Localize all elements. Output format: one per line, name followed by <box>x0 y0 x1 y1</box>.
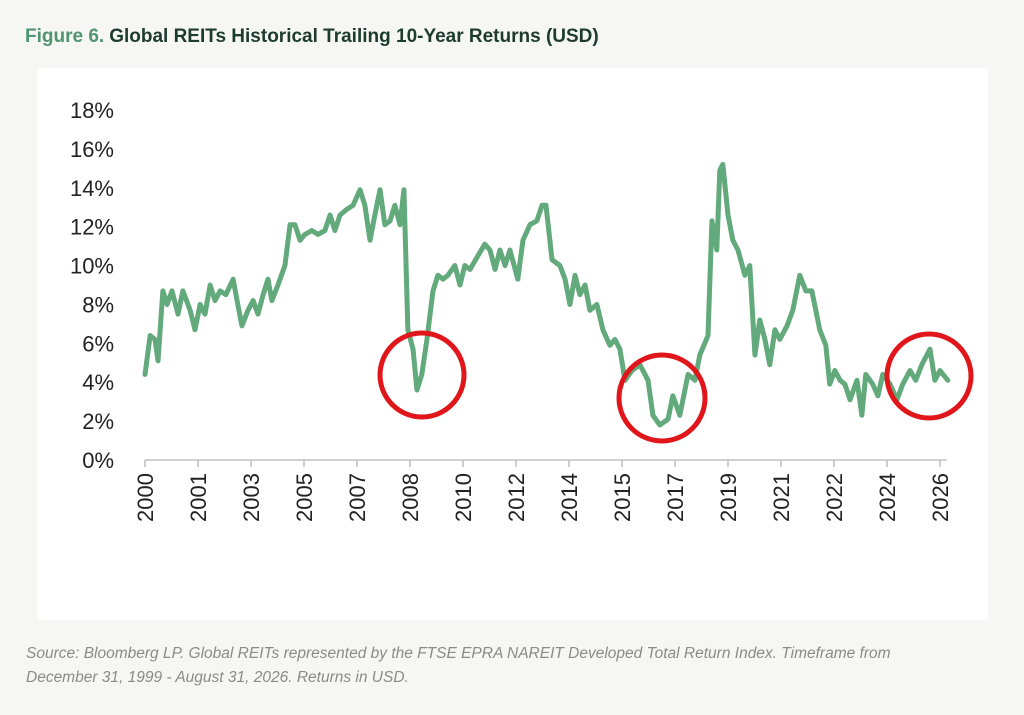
y-tick-label: 4% <box>82 370 114 395</box>
x-tick-label: 2003 <box>239 473 264 522</box>
chart-title: Figure 6. Global REITs Historical Trailin… <box>25 26 599 48</box>
x-tick-label: 2001 <box>186 473 211 522</box>
x-tick-label: 2021 <box>769 473 794 522</box>
x-tick-label: 2008 <box>398 473 423 522</box>
source-note: Source: Bloomberg LP. Global REITs repre… <box>26 645 891 686</box>
y-tick-label: 8% <box>82 292 114 317</box>
highlight-circle <box>377 330 467 420</box>
y-tick-label: 0% <box>82 448 114 473</box>
y-tick-label: 14% <box>70 176 114 201</box>
y-tick-label: 10% <box>70 254 114 279</box>
x-tick-label: 2012 <box>504 473 529 522</box>
y-tick-label: 2% <box>82 409 114 434</box>
x-tick-label: 2022 <box>822 473 847 522</box>
highlight-circle <box>884 331 974 421</box>
x-tick-label: 2014 <box>557 473 582 522</box>
chart-panel <box>37 68 988 620</box>
figure-label: Figure 6. <box>25 26 105 47</box>
x-tick-label: 2015 <box>610 473 635 522</box>
x-tick-label: 2010 <box>451 473 476 522</box>
x-tick-label: 2024 <box>875 473 900 522</box>
y-tick-label: 12% <box>70 215 114 240</box>
x-tick-label: 2019 <box>716 473 741 522</box>
return-line <box>142 161 951 428</box>
x-tick-label: 2000 <box>133 473 158 522</box>
y-tick-label: 16% <box>70 137 114 162</box>
x-tick-label: 2007 <box>345 473 370 522</box>
highlight-circle <box>616 352 708 444</box>
x-tick-label: 2026 <box>928 473 953 522</box>
y-tick-label: 18% <box>70 98 114 123</box>
x-tick-label: 2017 <box>663 473 688 522</box>
y-tick-label: 6% <box>82 331 114 356</box>
highlight-circles <box>377 330 974 444</box>
plot-area: 0% 2% 4% 6% 8% 10% 12% 14% 16% 18% 2000 2001 2003 200… <box>70 98 953 522</box>
x-tick-label: 2005 <box>292 473 317 522</box>
title-text: Global REITs Historical Trailing 10-Year… <box>109 26 599 47</box>
